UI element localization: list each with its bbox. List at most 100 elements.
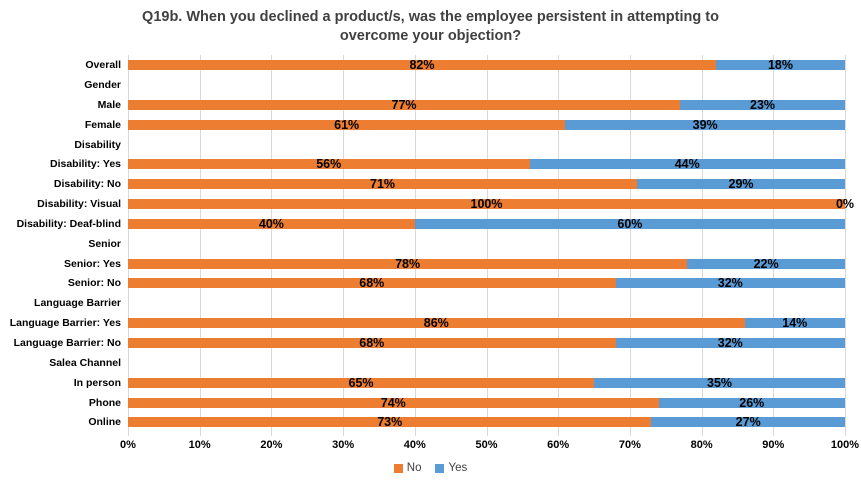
bar-value-label: 100% (470, 197, 503, 212)
bar-segment-yes: 29% (637, 177, 845, 192)
axis-tick (271, 432, 273, 437)
x-tick-label: 80% (690, 439, 713, 452)
category-label: Phone (88, 396, 121, 409)
bar-value-label: 35% (707, 375, 733, 390)
axis-tick (486, 432, 488, 437)
gridline (486, 55, 488, 433)
x-tick-label: 60% (547, 439, 570, 452)
x-tick-label: 30% (332, 439, 355, 452)
category-row: Disability: Deaf-blind 40% 60% (0, 214, 861, 234)
category-row: Disability: Yes 56% 44% (0, 154, 861, 174)
legend-label-yes: Yes (448, 462, 468, 475)
bar-track (128, 298, 845, 308)
gridline (128, 55, 129, 433)
gridlines (128, 55, 846, 437)
bar-value-label: 65% (348, 375, 374, 390)
bar-track: 82% 18% (128, 58, 845, 73)
category-row: Overall 82% 18% (0, 55, 861, 75)
bar-value-label: 22% (753, 256, 779, 271)
bar-value-label: 56% (316, 157, 342, 172)
plot-rows: Overall 82% 18% Gender Male 77% 23% Female 61% 39… (0, 55, 861, 432)
bar-track: 68% 32% (128, 336, 845, 350)
bar-segment-no: 77% (128, 98, 681, 112)
bar-track (128, 80, 845, 90)
bar-track: 71% 29% (128, 177, 845, 192)
category-row: Gender (0, 75, 861, 95)
legend-label-no: No (406, 462, 422, 475)
bar-value-label: 60% (617, 216, 643, 231)
category-label: Senior (88, 237, 121, 250)
bar-segment-yes: 27% (651, 415, 845, 429)
bar-track: 68% 32% (128, 276, 845, 290)
bar-value-label: 86% (423, 316, 449, 331)
x-tick-label: 100% (830, 439, 860, 452)
category-label: In person (73, 376, 121, 389)
category-row: Male 77% 23% (0, 95, 861, 115)
category-label: Gender (84, 79, 121, 92)
bar-value-label: 39% (692, 117, 718, 132)
category-row: Salea Channel (0, 353, 861, 373)
bar-segment-yes: 22% (687, 256, 845, 271)
bar-segment-no: 82% (128, 58, 716, 73)
category-row: Language Barrier: No 68% 32% (0, 333, 861, 353)
x-tick-label: 0% (120, 439, 136, 452)
gridline (773, 55, 775, 433)
bar-segment-yes: 23% (680, 98, 845, 112)
x-tick-label: 50% (475, 439, 498, 452)
category-row: Senior: No 68% 32% (0, 274, 861, 294)
category-row: In person 65% 35% (0, 373, 861, 393)
x-tick-label: 70% (618, 439, 641, 452)
gridline (845, 55, 846, 433)
axis-tick (558, 432, 560, 437)
bar-segment-yes: 32% (615, 276, 845, 290)
bar-track: 73% 27% (128, 415, 845, 430)
bar-track: 61% 39% (128, 117, 845, 132)
bar-segment-no: 68% (128, 336, 616, 350)
axis-tick (414, 432, 416, 437)
bar-segment-yes: 26% (658, 395, 845, 410)
legend-item-no: No (393, 462, 422, 475)
bar-track: 78% 22% (128, 256, 845, 271)
bar-segment-no: 56% (128, 157, 530, 172)
bar-segment-no: 65% (128, 375, 595, 390)
bar-segment-no: 40% (128, 216, 415, 231)
category-row: Disability: Visual 100% 0% (0, 194, 861, 214)
chart-title: Q19b. When you declined a product/s, was… (142, 9, 719, 45)
x-tick-label: 10% (188, 439, 211, 452)
category-row: Phone 74% 26% (0, 393, 861, 413)
bar-segment-yes: 44% (529, 157, 845, 171)
category-label: Disability: Deaf-blind (16, 217, 121, 230)
bar-value-label: 0% (835, 197, 855, 212)
bar-segment-yes: 35% (594, 375, 845, 390)
bar-value-label: 82% (409, 58, 435, 73)
bar-segment-no: 73% (128, 415, 652, 430)
bar-segment-yes: 32% (615, 336, 845, 350)
category-label: Language Barrier (34, 297, 121, 310)
bar-track: 74% 26% (128, 395, 845, 410)
bar-track (128, 358, 845, 368)
legend-swatch-yes (435, 463, 445, 473)
bar-segment-no: 68% (128, 276, 616, 290)
category-row: Disability: No 71% 29% (0, 174, 861, 194)
bar-value-label: 29% (728, 177, 754, 192)
bar-value-label: 40% (258, 216, 284, 231)
legend-item-yes: Yes (435, 462, 467, 474)
x-axis: 0% 10% 20% 30% 40% 50% 60% 70% 80% 90% 100% (120, 439, 859, 454)
x-tick-label: 90% (762, 439, 785, 452)
category-row: Online 73% 27% (0, 412, 861, 432)
bar-value-label: 73% (377, 415, 403, 430)
axis-tick (773, 432, 775, 437)
bar-segment-no: 71% (128, 177, 638, 191)
gridline (343, 55, 345, 433)
gridline (558, 55, 560, 433)
category-label: Salea Channel (49, 356, 121, 369)
category-row: Language Barrier (0, 293, 861, 313)
category-label: Disability: Visual (37, 198, 121, 211)
bar-value-label: 26% (739, 395, 765, 410)
category-label: Language Barrier: No (13, 336, 121, 349)
bar-segment-yes: 60% (414, 216, 845, 231)
category-label: Language Barrier: Yes (9, 317, 121, 330)
category-label: Senior: Yes (63, 257, 121, 270)
bar-value-label: 74% (380, 395, 406, 410)
